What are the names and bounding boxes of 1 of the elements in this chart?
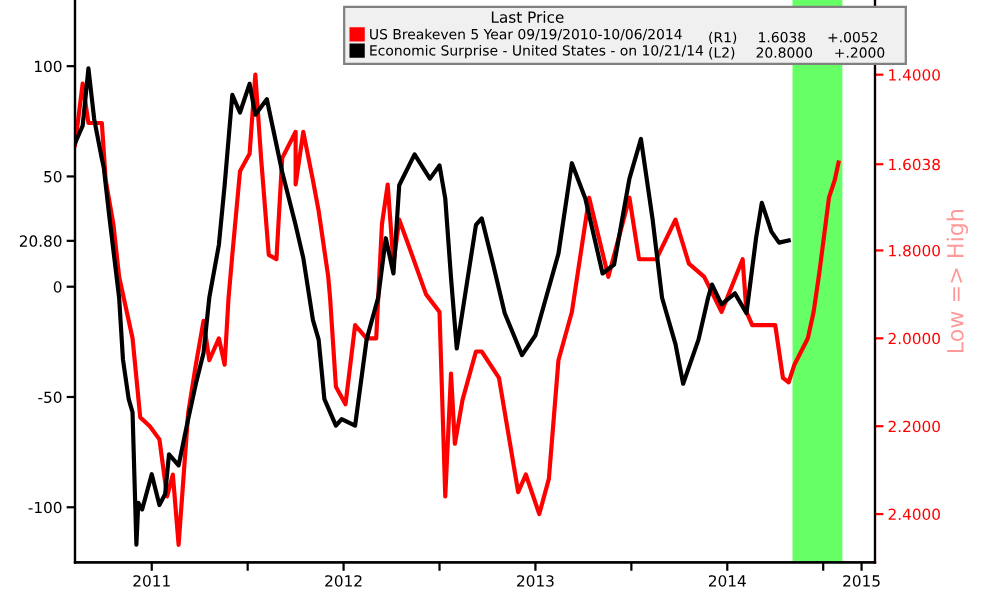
y2-axis-title: Low => High: [946, 209, 969, 353]
